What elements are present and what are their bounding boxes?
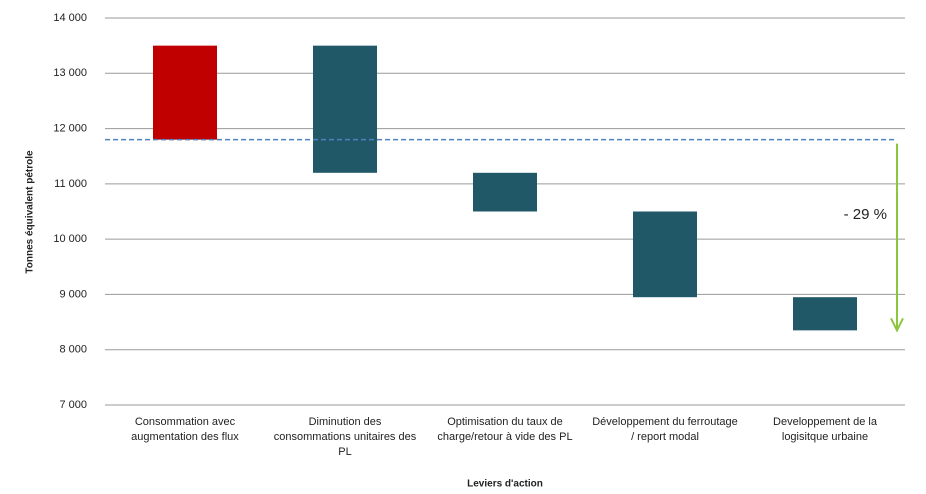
y-tick-label: 11 000: [54, 178, 87, 190]
bar: [313, 45, 377, 173]
y-tick-label: 7 000: [59, 399, 87, 411]
bar: [633, 211, 697, 298]
y-tick-label: 9 000: [59, 288, 87, 300]
y-tick-label: 12 000: [53, 122, 87, 134]
y-tick-label: 13 000: [53, 67, 87, 79]
bar: [473, 172, 537, 212]
arrow-head: [890, 317, 904, 333]
y-axis-title: Tonnes équivalent pétrole: [25, 150, 36, 274]
y-tick-label: 10 000: [53, 233, 87, 245]
bar: [793, 297, 857, 331]
x-axis-title: Leviers d'action: [467, 479, 543, 490]
x-tick-label: Optimisation du taux de charge/retour à …: [437, 416, 573, 443]
bar: [153, 45, 217, 140]
annotation: - 29 %: [844, 206, 887, 223]
y-tick-label: 14 000: [53, 12, 87, 24]
x-tick-label: Developpement de la logisitque urbaine: [773, 416, 877, 443]
y-tick-label: 8 000: [59, 344, 87, 356]
x-tick-label: Consommation avec augmentation des flux: [131, 416, 239, 443]
x-tick-label: Développement du ferroutage / report mod…: [592, 416, 738, 443]
x-tick-label: Diminution des consommations unitaires d…: [273, 416, 417, 458]
